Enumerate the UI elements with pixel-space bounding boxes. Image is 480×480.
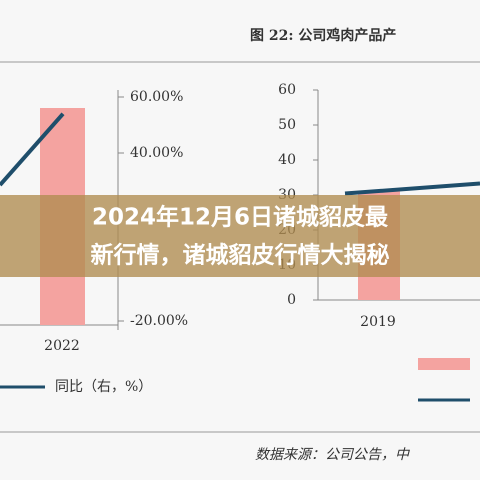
y-tick-label: 0 bbox=[287, 292, 296, 308]
left-x-tick-label: 2022 bbox=[44, 338, 80, 354]
y2-tick-label: 60.00% bbox=[130, 89, 183, 105]
legend-label: 同比（右，%） bbox=[55, 379, 152, 395]
overlay-title-line: 新行情，诸城貂皮行情大揭秘 bbox=[91, 242, 390, 269]
y2-tick-label: -20.00% bbox=[130, 313, 188, 329]
figure-title: 图 22: 公司鸡肉产品产 bbox=[250, 27, 396, 44]
y-tick-label: 60 bbox=[278, 82, 296, 98]
right-x-tick-label: 2019 bbox=[360, 314, 396, 330]
source: 数据来源：公司公告，中 bbox=[255, 447, 410, 463]
yoy-line bbox=[0, 112, 65, 187]
overlay-title-line: 2024年12月6日诸城貂皮最 bbox=[92, 204, 389, 231]
line bbox=[344, 181, 480, 196]
legend-bar-swatch bbox=[418, 358, 470, 370]
overlay-band bbox=[0, 195, 480, 277]
y2-tick-label: 40.00% bbox=[130, 145, 183, 161]
y-tick-label: 50 bbox=[278, 117, 296, 133]
y-tick-label: 40 bbox=[278, 152, 296, 168]
